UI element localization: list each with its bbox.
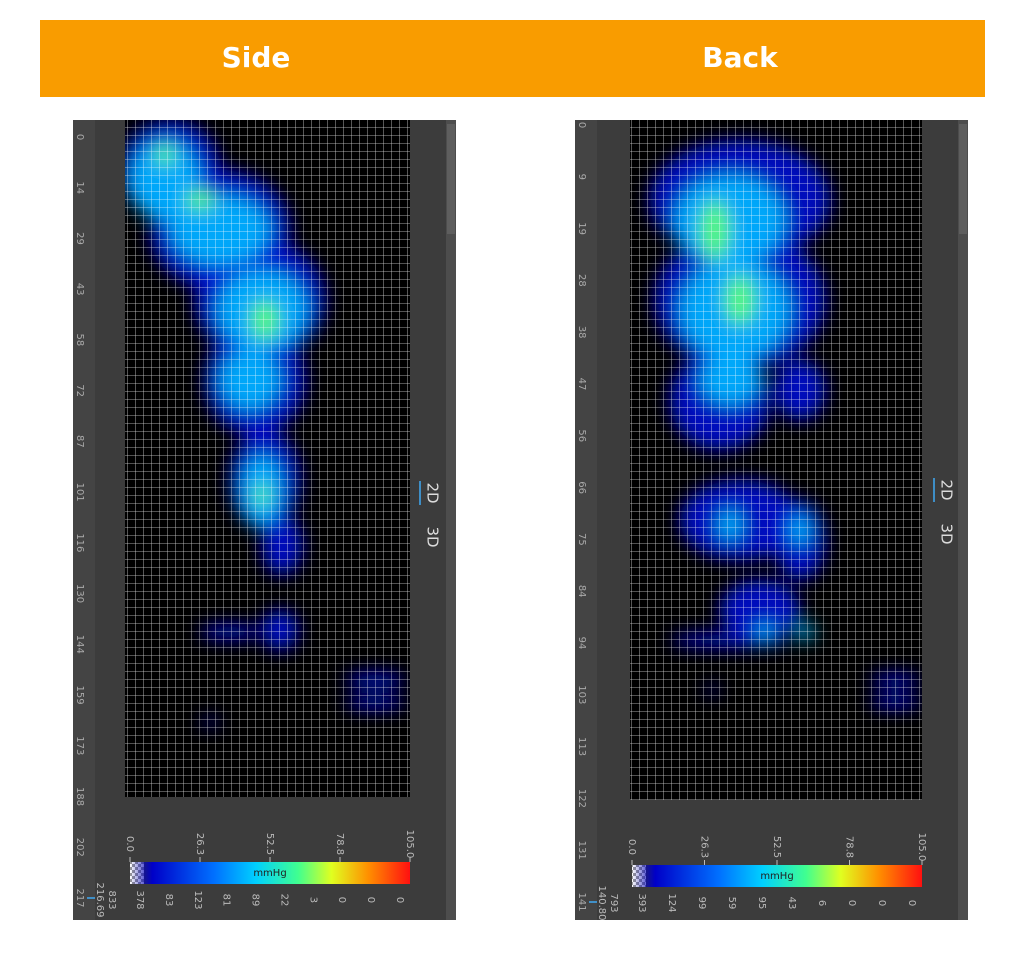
scale-count: 83 [163,894,174,907]
axis-label: 159 [74,686,85,705]
scale-tick-label: 105.0 [916,833,927,862]
heatmap [630,120,922,800]
scale-tick-label: 78.8 [334,833,345,855]
readout: 793 [608,893,619,912]
scale-tick-label: 105.0 [404,830,415,859]
axis-label: 0 [74,134,85,140]
scale-count: 99 [696,897,707,910]
scroll-thumb[interactable] [447,124,455,234]
scrollbar[interactable] [958,120,968,920]
scale-unit: mmHg [760,871,793,882]
axis-label: 28 [576,274,587,287]
scale-unit: mmHg [253,868,286,879]
axis-label: 9 [576,174,587,180]
axis-label: 47 [576,378,587,391]
axis-label: 173 [74,736,85,755]
axis-label: 29 [74,232,85,245]
readout: 216.69 [94,883,105,918]
scale-count: 0 [876,900,887,906]
header-bar [40,20,985,97]
scale-count: 0 [365,897,376,903]
axis-label: 66 [576,481,587,494]
axis-label: 122 [576,789,587,808]
axis-label: 130 [74,584,85,603]
pressure-panel: 0 9 19 28 38 47 56 66 75 84 94 103 113 122 131 141 2D 3D 0… [575,120,968,921]
scale-count: 59 [726,897,737,910]
scale-count: 43 [786,897,797,910]
grid-overlay [630,120,922,800]
scale-count: 89 [250,894,261,907]
pressure-panel: 0 14 29 43 58 72 87 101 116 130 144 159 173 188 202 217… [73,120,456,920]
axis-label: 101 [74,483,85,502]
scale-count: 0 [846,900,857,906]
scroll-thumb[interactable] [959,124,967,234]
scale-tick-label: 0.0 [124,836,135,852]
scale-count: 3 [307,897,318,903]
scale-bar [632,865,922,887]
scale-count: 81 [221,894,232,907]
axis-strip [575,120,597,920]
axis-label: 58 [74,334,85,347]
view-tab: 3D [424,526,442,547]
readout: 833 [106,890,117,909]
scale-bar [130,862,410,884]
axis-label: 131 [576,841,587,860]
axis-label: 144 [74,635,85,654]
scale-count: 22 [278,894,289,907]
readout: 140.80 [596,886,607,921]
scale-count: 6 [816,900,827,906]
scrollbar[interactable] [446,120,456,920]
header-title: Side [222,41,291,74]
header-title: Back [702,41,779,74]
view-tab: 3D [938,523,956,544]
view-tab: 2D [424,482,442,503]
axis-label: 113 [576,737,587,756]
scale-tick-label: 78.8 [844,836,855,858]
axis-label: 103 [576,685,587,704]
scale-tick-label: 52.5 [264,833,275,855]
axis-label: 14 [74,181,85,194]
scale-count: 0 [336,897,347,903]
axis-label: 72 [74,384,85,397]
axis-label: 116 [74,533,85,552]
axis-label: 56 [576,429,587,442]
view-tab: 2D [938,479,956,500]
scale-count: 95 [756,897,767,910]
scale-count: 123 [192,890,203,909]
heatmap [125,120,410,797]
axis-label: 87 [74,435,85,448]
scale-count: 378 [134,890,145,909]
axis-label: 38 [576,326,587,339]
axis-label: 75 [576,533,587,546]
axis-label: 43 [74,283,85,296]
axis-label: 84 [576,585,587,598]
scale-count: 124 [666,893,677,912]
scale-count: 393 [636,893,647,912]
axis-strip [73,120,95,920]
scale-count: 0 [394,897,405,903]
axis-label: 0 [576,122,587,128]
panels: 0 14 29 43 58 72 87 101 116 130 144 159 173 188 202 217… [73,120,968,921]
axis-label: 217 [74,888,85,907]
axis-label: 188 [74,787,85,806]
scale-tick-label: 26.3 [194,833,205,855]
axis-label: 202 [74,838,85,857]
axis-label: 19 [576,222,587,235]
grid-overlay [125,120,410,797]
scale-tick-label: 52.5 [771,836,782,858]
axis-label: 94 [576,637,587,650]
scale-tick-label: 0.0 [626,839,637,855]
scale-count: 0 [906,900,917,906]
scale-tick-label: 26.3 [699,836,710,858]
axis-label: 141 [576,892,587,911]
